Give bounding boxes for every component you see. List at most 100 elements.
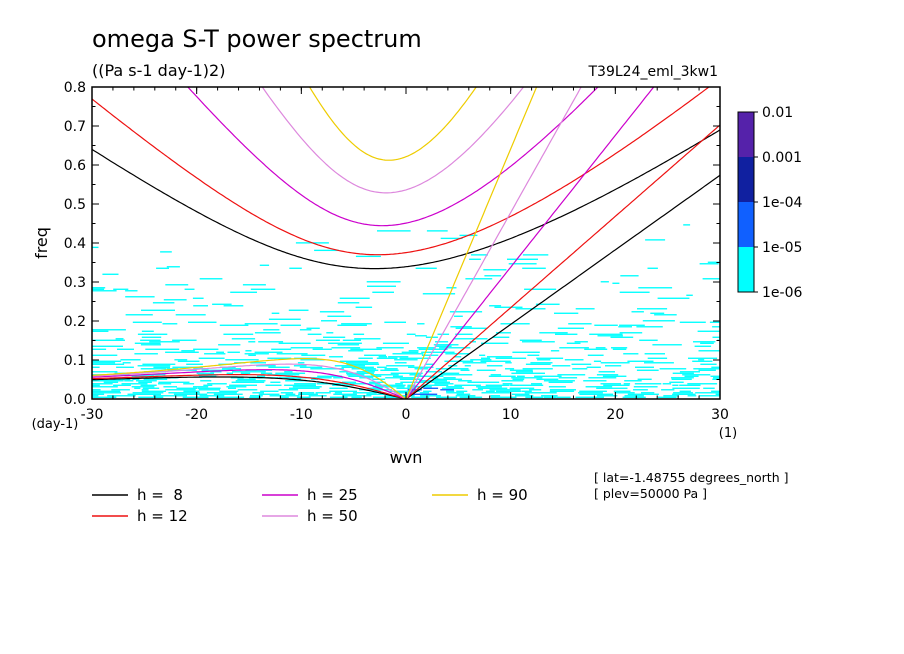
power-cell [92,363,125,365]
power-cell [589,333,623,335]
power-cell [117,348,134,350]
power-cell [455,395,476,397]
power-cell [158,381,190,383]
power-cell [230,377,244,379]
power-cell [263,329,280,331]
power-cell [250,362,266,364]
power-cell [134,353,158,355]
power-cell [460,369,470,371]
power-cell [449,311,483,313]
power-cell [517,375,525,377]
power-cell [454,315,463,317]
power-cell [92,246,99,249]
power-cell [511,372,545,374]
power-cell [710,375,720,377]
power-cell [244,323,278,325]
power-cell [440,374,473,376]
power-cell [116,366,134,368]
power-cell [477,387,508,389]
power-cell [600,383,621,385]
power-cell [285,393,296,395]
power-cell [623,383,631,385]
power-cell [530,362,553,364]
power-cell [496,390,522,392]
power-cell [671,378,692,380]
power-cell [308,395,327,397]
power-cell [524,288,557,290]
power-cell [226,372,233,374]
power-cell [219,324,249,326]
power-cell [638,287,673,289]
power-cell [268,366,290,368]
power-cell [271,348,292,350]
power-cell [193,386,209,388]
power-cell [571,363,592,365]
power-cell [92,366,100,368]
power-cell [620,275,639,277]
power-cell [382,342,409,344]
power-cell [328,342,362,344]
power-cell [415,267,437,269]
power-cell [378,356,387,358]
power-cell [456,390,468,392]
power-cell [221,368,242,370]
power-cell [426,230,448,232]
power-cell [198,389,220,391]
power-cell [454,384,481,386]
power-cell [522,267,546,269]
power-cell [259,264,270,266]
power-cell [193,305,208,307]
power-cell [369,381,386,383]
power-cell [481,392,510,394]
power-cell [633,386,658,388]
power-cell [682,374,711,376]
power-cell [296,396,311,398]
power-cell [299,366,323,368]
power-cell [572,368,588,370]
power-cell [698,369,716,371]
power-cell [596,387,628,389]
curve-ig-h12 [92,87,710,256]
power-cell [333,393,357,395]
power-cell [627,393,659,395]
power-cell [132,378,140,380]
power-cell [611,347,628,349]
power-cell [663,395,679,397]
power-cell [141,330,154,332]
power-cell [586,366,601,368]
power-cell [495,357,527,359]
power-cell [351,396,362,398]
power-cell [679,384,701,386]
power-cell [636,369,659,371]
power-cell [92,360,122,362]
power-cell [522,368,553,370]
power-cell [232,371,266,373]
power-cell [505,368,515,370]
power-cell [307,333,322,335]
power-cell [465,278,493,280]
power-cell [406,333,416,335]
power-cell [508,263,537,265]
power-cell [141,309,175,311]
power-cell [92,393,105,395]
power-cell [346,374,365,376]
power-cell [271,312,280,314]
power-cell [355,306,373,308]
power-cell [512,351,540,353]
power-cell [619,291,650,293]
power-cell [342,381,357,383]
power-cell [299,329,312,331]
power-cell [149,341,180,343]
power-cell [512,378,525,380]
legend: h = 8 h = 12 h = 25 h = 50 h = 90 [92,486,528,525]
power-cell [249,396,262,398]
power-cell [585,386,613,388]
power-cell [219,390,239,392]
power-cell [459,396,483,398]
power-cell [467,381,500,383]
power-cell [265,384,282,386]
power-cell [334,392,342,394]
power-cell [455,327,488,329]
power-cell [472,389,483,391]
power-cell [619,324,645,326]
